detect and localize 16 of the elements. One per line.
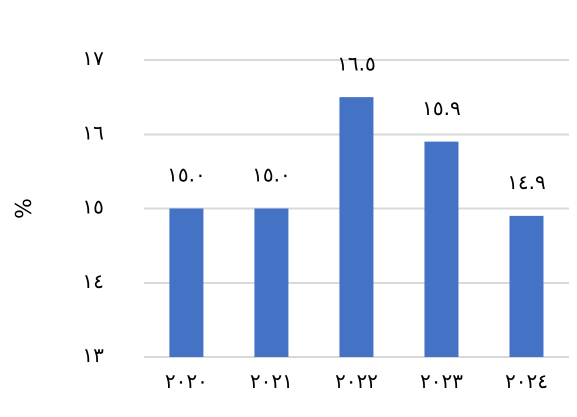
x-tick-label: ٢٠٢٠ bbox=[164, 369, 208, 394]
data-label: ١٥.٩ bbox=[422, 96, 461, 120]
x-tick-label: ٢٠٢٤ bbox=[505, 369, 548, 394]
y-tick-label: ١٧ bbox=[82, 46, 104, 70]
data-label: ١٥.٠ bbox=[167, 162, 206, 187]
y-tick-label: ١٤ bbox=[82, 268, 104, 293]
x-tick-label: ٢٠٢١ bbox=[250, 369, 293, 394]
data-label: ١٤.٩ bbox=[507, 170, 546, 194]
y-tick-label: ١٣ bbox=[82, 343, 104, 368]
y-tick-label: ١٥ bbox=[82, 194, 104, 219]
data-label: ١٦.٥ bbox=[337, 51, 376, 76]
y-tick-label: ١٦ bbox=[82, 120, 104, 144]
y-axis-title: % bbox=[12, 198, 37, 219]
x-tick-label: ٢٠٢٣ bbox=[420, 369, 464, 394]
x-tick-label: ٢٠٢٢ bbox=[334, 369, 378, 394]
data-label: ١٥.٠ bbox=[252, 162, 291, 187]
